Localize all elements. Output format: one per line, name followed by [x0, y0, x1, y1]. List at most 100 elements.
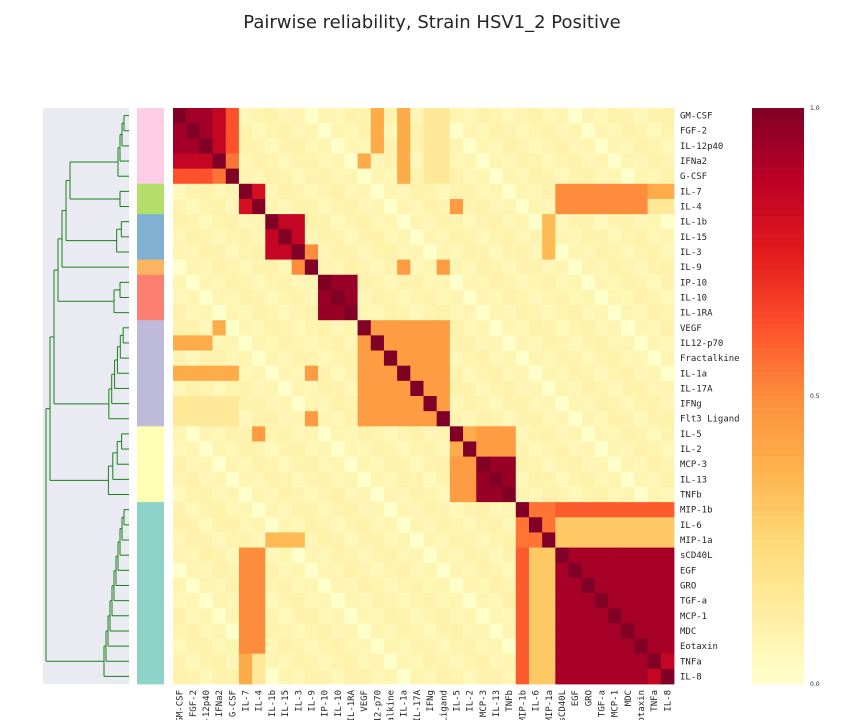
heatmap-cell — [186, 502, 200, 518]
x-tick-label: EGF — [571, 690, 581, 706]
heatmap-cell — [568, 168, 583, 185]
heatmap-cell — [436, 502, 451, 518]
heatmap-cell — [621, 198, 635, 215]
heatmap-cell — [344, 396, 358, 412]
heatmap-cell — [594, 396, 609, 412]
heatmap-cell — [634, 608, 649, 624]
heatmap-cell — [568, 214, 583, 230]
heatmap-cell — [383, 668, 398, 685]
heatmap-cell — [331, 168, 345, 185]
heatmap-cell — [344, 244, 358, 260]
heatmap-cell — [225, 456, 240, 473]
heatmap-cell — [542, 653, 556, 670]
heatmap-cell — [502, 274, 517, 291]
heatmap-cell — [225, 547, 240, 564]
heatmap-cell — [581, 380, 596, 397]
heatmap-cell — [357, 335, 372, 351]
heatmap-cell — [515, 593, 530, 609]
heatmap-cell — [383, 153, 398, 170]
heatmap-cell — [344, 456, 358, 473]
heatmap-cell — [225, 335, 240, 351]
heatmap-cell — [265, 471, 279, 488]
heatmap-cell — [608, 441, 622, 458]
x-tick-label: IL-9 — [307, 690, 317, 712]
heatmap-cell — [621, 638, 635, 655]
heatmap-cell — [252, 426, 266, 442]
heatmap-cell — [489, 320, 503, 336]
heatmap-cell — [173, 441, 187, 458]
heatmap-cell — [594, 577, 609, 594]
heatmap-cell — [528, 396, 543, 412]
heatmap-cell — [660, 608, 675, 624]
heatmap-cell — [383, 593, 398, 609]
heatmap-cell — [410, 562, 424, 579]
heatmap-cell — [212, 274, 227, 291]
heatmap-cell — [568, 320, 583, 336]
heatmap-cell — [331, 320, 345, 336]
heatmap-cell — [252, 456, 266, 473]
heatmap-cell — [436, 638, 451, 655]
heatmap-cell — [225, 153, 240, 170]
heatmap-cell — [397, 289, 411, 306]
heatmap-cell — [225, 350, 240, 367]
heatmap-cell — [252, 608, 266, 624]
heatmap-cell — [331, 380, 345, 397]
heatmap-cell — [278, 593, 293, 609]
heatmap-cell — [528, 562, 543, 579]
heatmap-cell — [212, 138, 227, 154]
heatmap-cell — [489, 456, 503, 473]
heatmap-cell — [542, 486, 556, 503]
heatmap-cell — [318, 653, 332, 670]
heatmap-cell — [528, 108, 543, 124]
heatmap-cell — [331, 638, 345, 655]
heatmap-cell — [410, 380, 424, 397]
heatmap-cell — [357, 350, 372, 367]
heatmap-cell — [608, 320, 622, 336]
heatmap-cell — [212, 502, 227, 518]
heatmap-cell — [278, 517, 293, 533]
heatmap-cell — [212, 426, 227, 442]
heatmap-cell — [647, 486, 662, 503]
y-tick-label: IL-1a — [680, 369, 707, 379]
heatmap-cell — [436, 320, 451, 336]
heatmap-cell — [344, 638, 358, 655]
heatmap-cell — [199, 396, 213, 412]
heatmap-cell — [436, 411, 451, 427]
heatmap-cell — [489, 396, 503, 412]
heatmap-cell — [542, 517, 556, 533]
heatmap-cell — [463, 638, 477, 655]
heatmap-cell — [555, 289, 569, 306]
heatmap-cell — [291, 274, 306, 291]
heatmap-cell — [252, 623, 266, 639]
heatmap-cell — [278, 441, 293, 458]
heatmap-cell — [608, 411, 622, 427]
heatmap-cell — [634, 547, 649, 564]
heatmap-cell — [528, 411, 543, 427]
heatmap-cell — [173, 274, 187, 291]
heatmap-cell — [410, 653, 424, 670]
heatmap-cell — [318, 562, 332, 579]
heatmap-cell — [436, 365, 451, 382]
heatmap-cell — [436, 380, 451, 397]
heatmap-cell — [304, 547, 319, 564]
heatmap-cell — [449, 547, 464, 564]
heatmap-cell — [621, 138, 635, 154]
heatmap-cell — [199, 108, 213, 124]
heatmap-cell — [489, 289, 503, 306]
colorbar-segment — [752, 168, 804, 175]
cluster-segment — [137, 259, 164, 276]
colorbar-segment — [752, 354, 804, 361]
heatmap-cell — [423, 365, 438, 382]
heatmap-cell — [278, 108, 293, 124]
heatmap-cell — [252, 274, 266, 291]
heatmap-cell — [542, 380, 556, 397]
heatmap-cell — [489, 471, 503, 488]
heatmap-cell — [383, 517, 398, 533]
heatmap-cell — [225, 108, 240, 124]
heatmap-cell — [370, 229, 385, 245]
heatmap-cell — [291, 456, 306, 473]
heatmap-cell — [186, 471, 200, 488]
heatmap-cell — [383, 396, 398, 412]
colorbar-segment — [752, 222, 804, 229]
heatmap-cell — [463, 305, 477, 321]
